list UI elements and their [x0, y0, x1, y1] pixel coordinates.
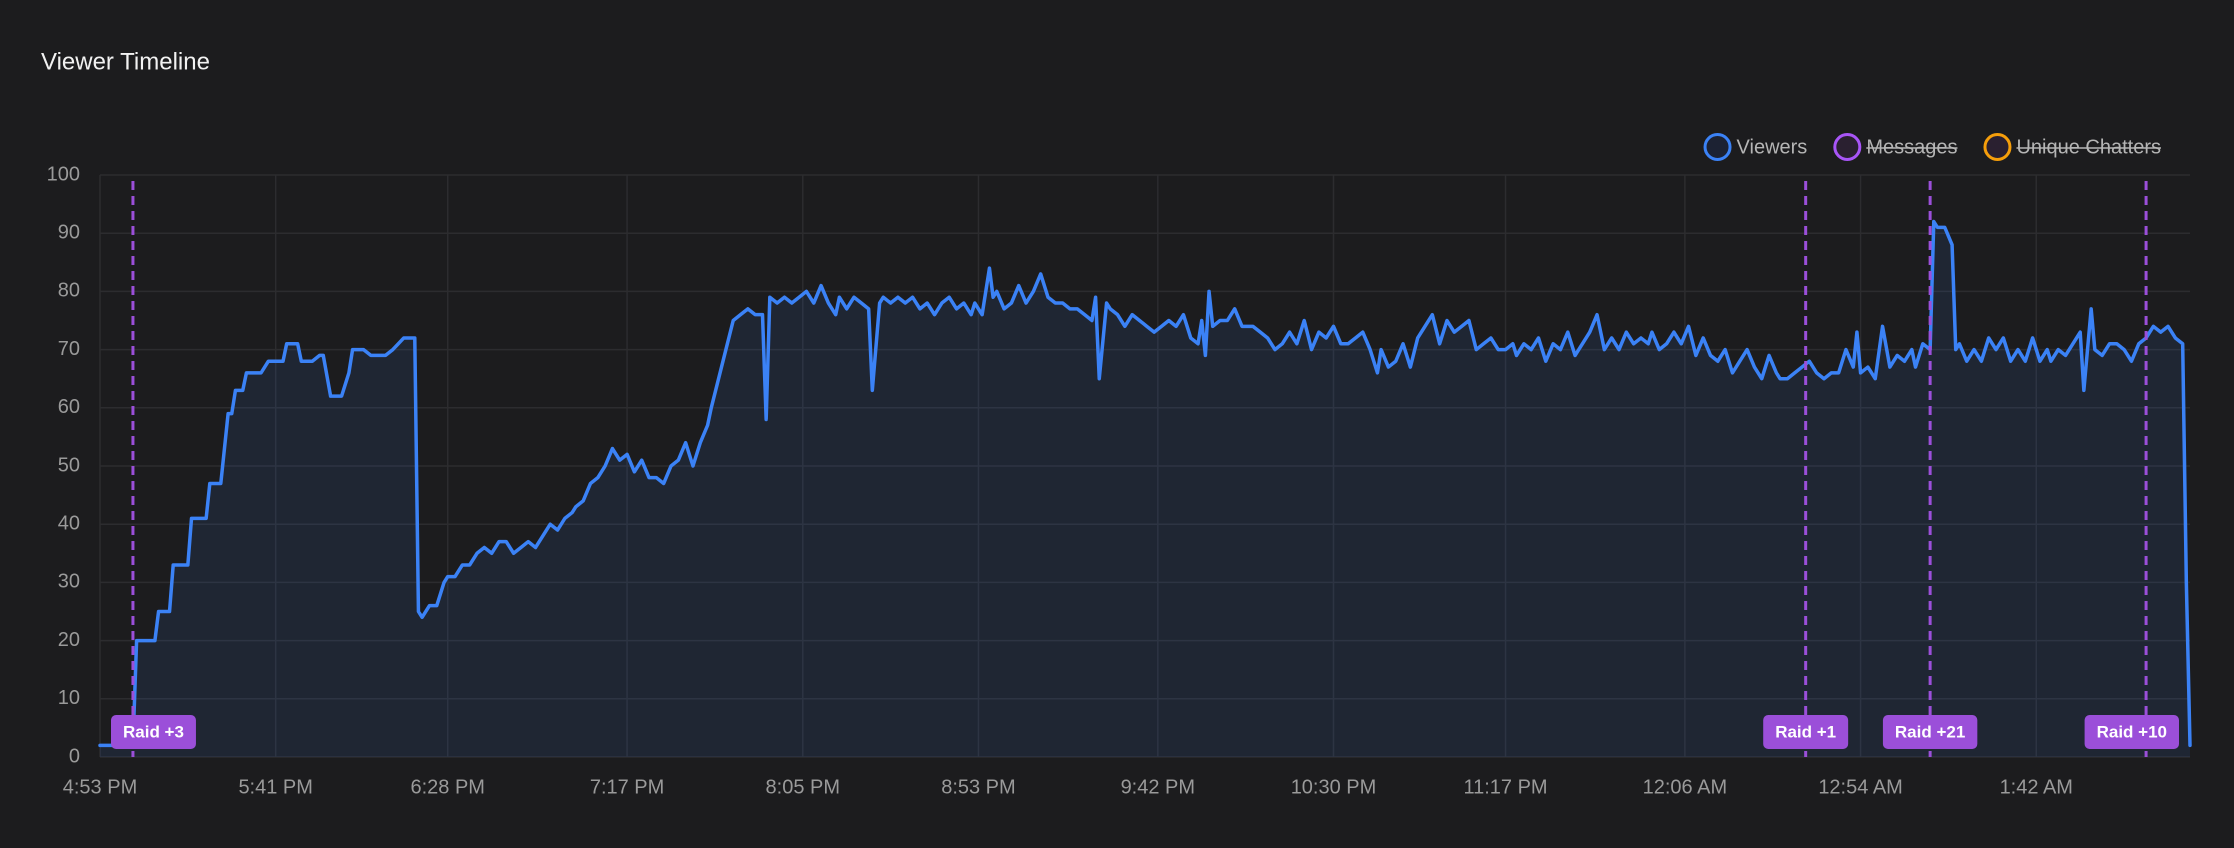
y-tick-label: 0	[69, 745, 80, 767]
y-tick-label: 80	[58, 280, 80, 302]
y-tick-label: 60	[58, 396, 80, 418]
y-tick-label: 90	[58, 221, 80, 243]
y-tick-label: 40	[58, 512, 80, 534]
plot	[98, 219, 2192, 757]
legend-item[interactable]: Messages	[1833, 133, 1958, 161]
y-tick-label: 70	[58, 338, 80, 360]
area	[100, 221, 2190, 757]
badge-background	[2084, 715, 2179, 749]
legend: Viewers Messages Unique Chatters	[1703, 133, 2161, 161]
x-tick-label: 5:41 PM	[238, 776, 312, 798]
x-tick-label: 12:06 AM	[1643, 776, 1728, 798]
legend-item[interactable]: Viewers	[1703, 133, 1808, 161]
x-tick-label: 1:42 AM	[2000, 776, 2073, 798]
annotation-badge: Raid +3	[111, 715, 196, 749]
x-tick-label: 8:53 PM	[941, 776, 1015, 798]
x-tick-label: 10:30 PM	[1291, 776, 1377, 798]
annotation-label: Raid +3	[123, 722, 184, 741]
y-tick-label: 20	[58, 629, 80, 651]
y-tick-label: 30	[58, 571, 80, 593]
annotation-label: Raid +1	[1775, 722, 1836, 741]
x-tick-label: 9:42 PM	[1121, 776, 1195, 798]
legend-label: Viewers	[1737, 136, 1808, 158]
legend-swatch	[1983, 133, 2012, 161]
badge-background	[1763, 715, 1849, 749]
badge-background	[111, 715, 196, 749]
legend-swatch	[1703, 133, 1732, 161]
annotations: Raid +3 Raid +1 Raid +21 Raid +10	[111, 181, 2179, 757]
x-tick-label: 7:17 PM	[590, 776, 664, 798]
annotation-label: Raid +10	[2097, 722, 2167, 741]
y-tick-label: 10	[58, 687, 80, 709]
annotation-label: Raid +21	[1895, 722, 1965, 741]
x-tick-label: 8:05 PM	[766, 776, 840, 798]
y-tick-label: 50	[58, 454, 80, 476]
x-tick-label: 6:28 PM	[410, 776, 484, 798]
annotation-badge: Raid +1	[1763, 715, 1849, 749]
x-tick-label: 12:54 AM	[1818, 776, 1903, 798]
badge-background	[1882, 715, 1978, 749]
x-tick-label: 11:17 PM	[1463, 776, 1547, 798]
y-tick-label: 100	[47, 163, 80, 185]
legend-item[interactable]: Unique Chatters	[1983, 133, 2161, 161]
line	[98, 219, 2192, 748]
annotation-badge: Raid +10	[2084, 715, 2179, 749]
legend-swatch	[1833, 133, 1862, 161]
chart-title: Viewer Timeline	[41, 48, 210, 75]
annotation-badge: Raid +21	[1882, 715, 1978, 749]
grid	[99, 174, 2190, 758]
axes: 0 10 20 30 40 50 60 70 80 90 100 4:53 PM 5:41 PM 6:28…	[47, 163, 2073, 798]
x-tick-label: 4:53 PM	[63, 776, 137, 798]
